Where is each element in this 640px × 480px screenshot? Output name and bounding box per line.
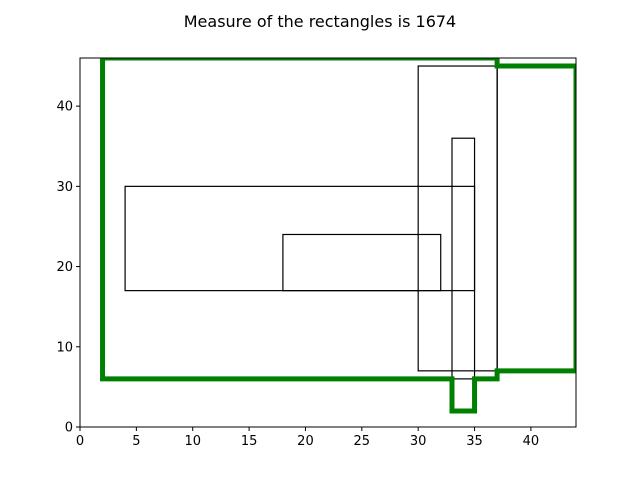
- y-tick-label: 20: [56, 260, 73, 275]
- rectangle-6: [496, 65, 576, 372]
- y-tick-label: 30: [56, 180, 73, 195]
- union-outline-layer: [100, 58, 576, 414]
- x-tick-label: 25: [354, 434, 371, 449]
- x-tick-label: 0: [76, 434, 84, 449]
- x-tick-label: 5: [132, 434, 140, 449]
- x-tick-label: 35: [466, 434, 483, 449]
- union-outline: [100, 58, 576, 414]
- x-tick-label: 30: [410, 434, 427, 449]
- rectangle-5: [101, 58, 498, 380]
- rectangle-4: [451, 137, 476, 412]
- y-tick-label: 0: [65, 421, 73, 436]
- rectangle-1: [124, 185, 476, 292]
- y-tick-label: 10: [56, 340, 73, 355]
- y-tick-label: 40: [56, 100, 73, 115]
- x-tick-label: 40: [523, 434, 540, 449]
- x-tick-label: 20: [297, 434, 314, 449]
- rectangle-3: [417, 65, 498, 372]
- x-tick-label: 10: [184, 434, 201, 449]
- axes-layer: 0 5 10 15 20 25 30 35 40 0 10 20 30 40: [56, 57, 577, 449]
- axes-frame: [79, 57, 577, 428]
- x-tick-label: 15: [241, 434, 258, 449]
- chart-title: Measure of the rectangles is 1674: [183, 12, 457, 31]
- rectangles-layer: [101, 58, 576, 412]
- rectangle-2: [282, 233, 442, 292]
